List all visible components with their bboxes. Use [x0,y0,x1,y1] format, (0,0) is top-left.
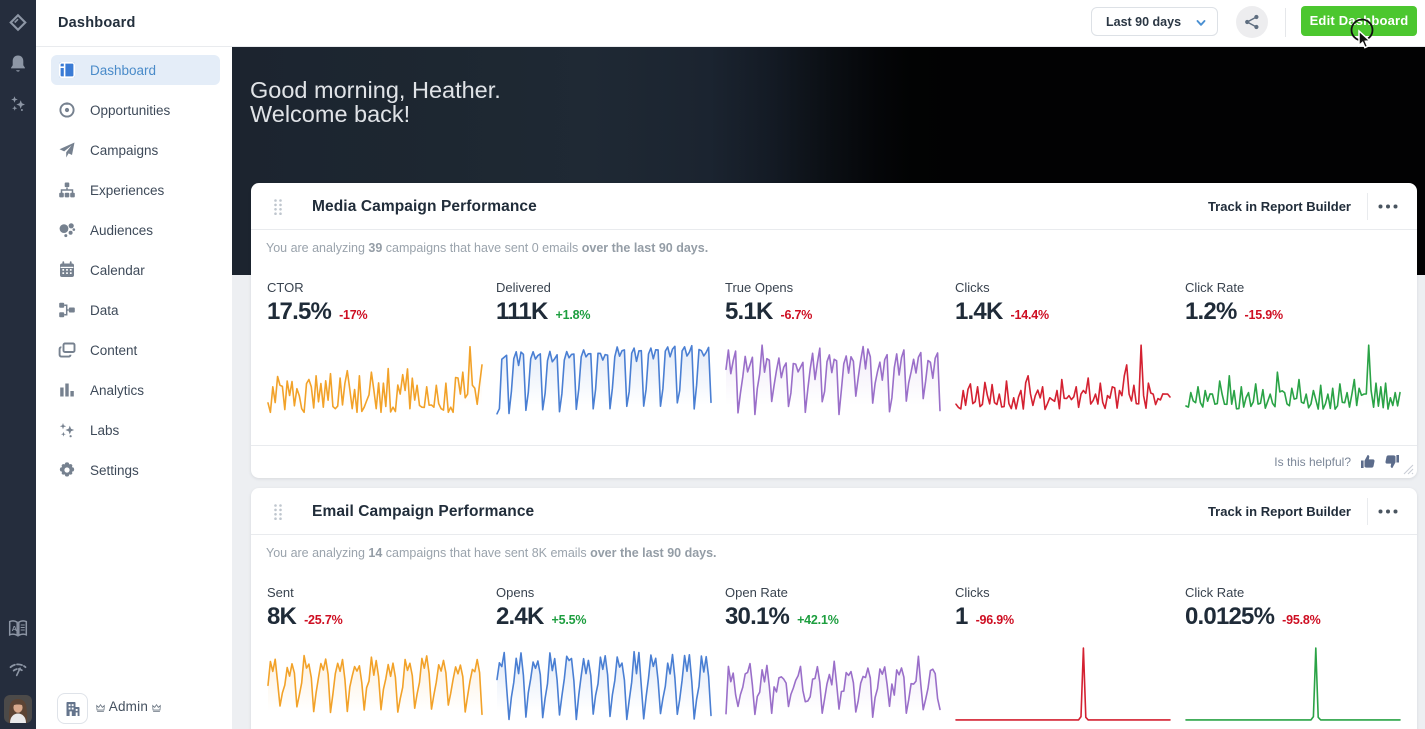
svg-text:A: A [12,624,18,633]
